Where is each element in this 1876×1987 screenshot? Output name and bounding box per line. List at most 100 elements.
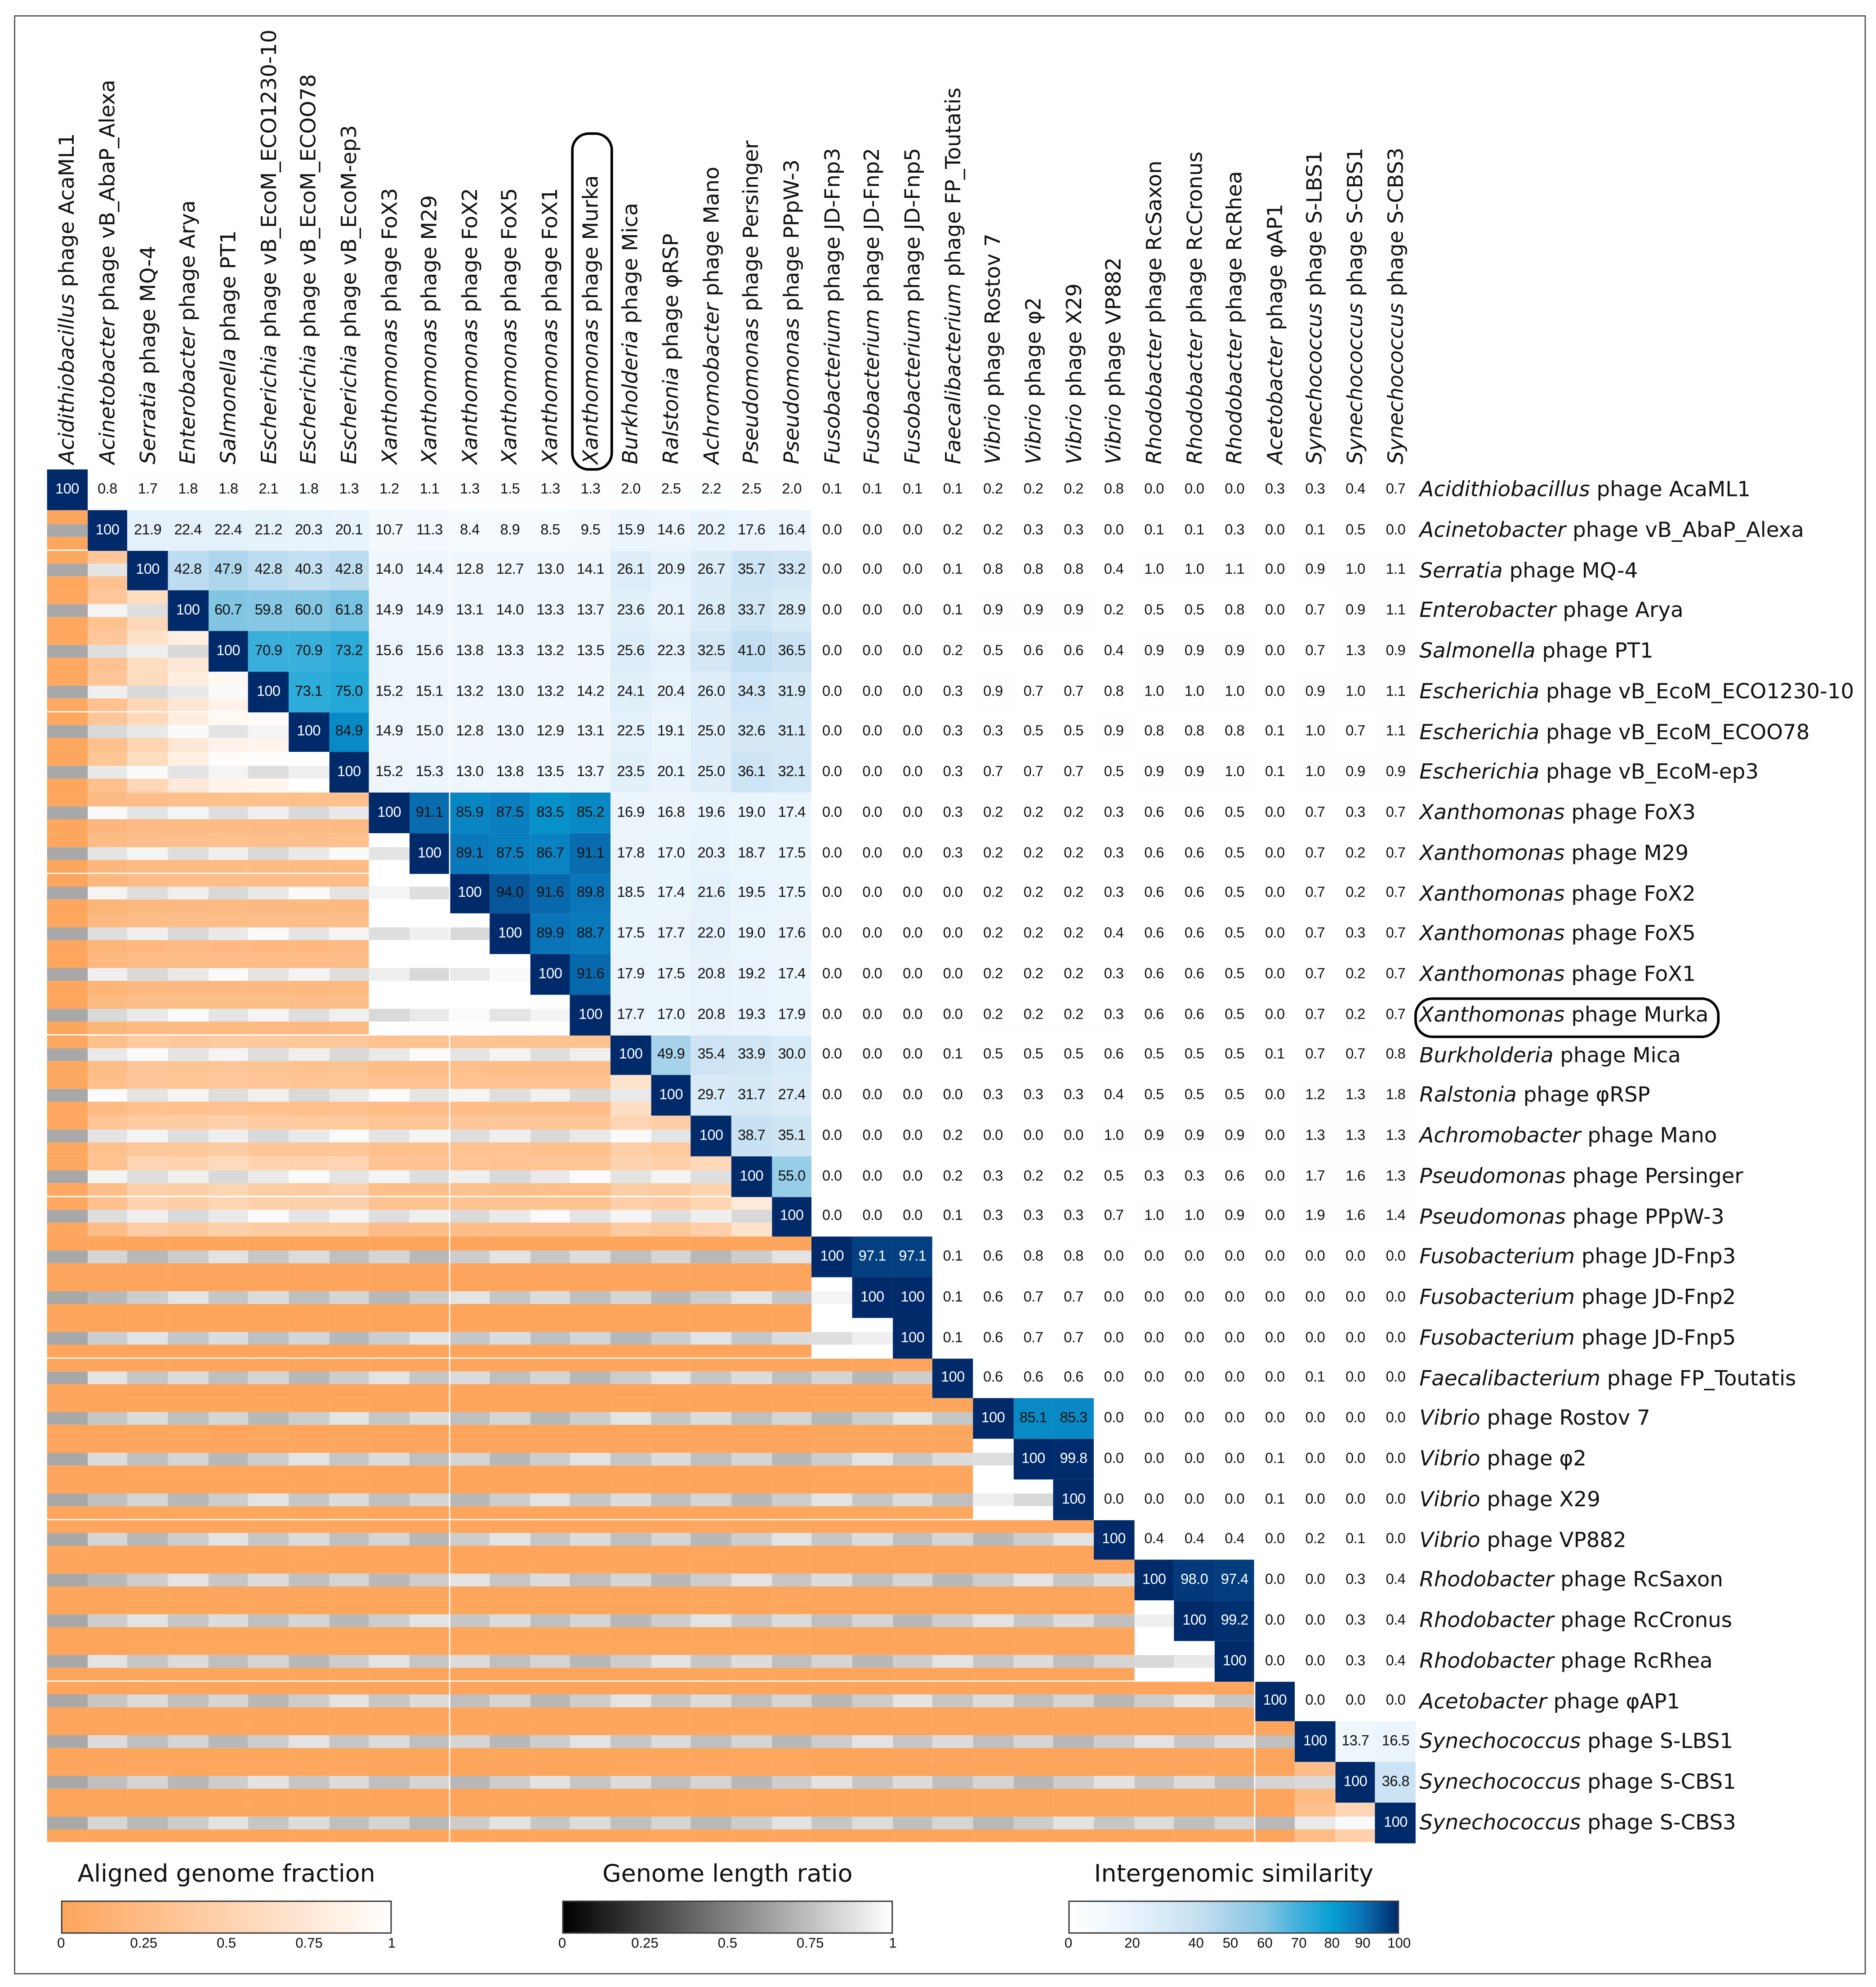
aligned-fraction-stripe xyxy=(610,1384,651,1398)
aligned-fraction-stripe xyxy=(490,1546,530,1560)
similarity-cell: 0.0 xyxy=(1375,1358,1416,1398)
similarity-value: 13.1 xyxy=(576,724,605,740)
alignment-cell xyxy=(731,1358,772,1398)
diagonal-cell: 100 xyxy=(771,1196,812,1237)
aligned-fraction-stripe xyxy=(369,1829,410,1843)
aligned-fraction-stripe xyxy=(1053,1546,1094,1560)
length-ratio-stripe xyxy=(208,766,249,779)
similarity-cell: 20.8 xyxy=(691,954,731,995)
length-ratio-stripe xyxy=(570,1573,611,1587)
aligned-fraction-stripe xyxy=(329,1263,369,1277)
aligned-fraction-stripe xyxy=(87,1277,128,1291)
similarity-cell: 0.0 xyxy=(1335,1277,1376,1318)
legend-tick-label: 0.5 xyxy=(717,1936,737,1951)
alignment-cell xyxy=(288,1519,329,1560)
similarity-cell: 0.7 xyxy=(1013,1277,1054,1318)
aligned-fraction-stripe xyxy=(973,1708,1013,1722)
aligned-fraction-stripe xyxy=(450,1183,490,1197)
similarity-value: 89.9 xyxy=(536,926,564,942)
aligned-fraction-stripe xyxy=(973,1465,1013,1479)
similarity-value: 83.5 xyxy=(536,805,564,821)
similarity-value: 36.1 xyxy=(738,764,766,780)
alignment-cell xyxy=(771,1398,812,1439)
aligned-fraction-stripe xyxy=(1093,1762,1134,1776)
similarity-cell: 0.1 xyxy=(1255,1438,1295,1479)
similarity-value: 88.7 xyxy=(576,926,605,942)
aligned-fraction-stripe xyxy=(651,1721,691,1736)
diagonal-cell: 100 xyxy=(731,1156,772,1197)
similarity-value: 26.1 xyxy=(617,563,645,578)
length-ratio-stripe xyxy=(932,1573,973,1587)
aligned-fraction-stripe xyxy=(47,914,88,928)
similarity-cell: 0.3 xyxy=(1053,509,1094,550)
similarity-cell: 70.9 xyxy=(248,631,289,672)
alignment-cell xyxy=(892,1640,933,1681)
column-label-text: Serratia phage MQ-4 xyxy=(128,26,168,464)
similarity-value: 13.3 xyxy=(536,603,564,619)
length-ratio-stripe xyxy=(610,1331,651,1344)
aligned-fraction-stripe xyxy=(490,1762,530,1776)
length-ratio-stripe xyxy=(127,1371,168,1385)
length-ratio-stripe xyxy=(329,1573,369,1587)
alignment-cell xyxy=(1174,1681,1215,1722)
phage-name: phage vB_EcoM_ECO1230-10 xyxy=(256,29,281,344)
similarity-value: 0.0 xyxy=(1225,1249,1244,1265)
legend-tick-label: 0.25 xyxy=(130,1936,158,1951)
aligned-fraction-stripe xyxy=(127,981,168,995)
length-ratio-stripe xyxy=(610,1614,651,1627)
aligned-fraction-stripe xyxy=(87,671,128,685)
length-ratio-stripe xyxy=(47,564,88,577)
similarity-cell: 18.5 xyxy=(610,873,651,914)
aligned-fraction-stripe xyxy=(248,792,289,807)
aligned-fraction-stripe xyxy=(409,1156,450,1170)
similarity-value: 100 xyxy=(1102,1532,1126,1548)
aligned-fraction-stripe xyxy=(731,1546,772,1560)
aligned-fraction-stripe xyxy=(450,1263,490,1277)
aligned-fraction-stripe xyxy=(87,1021,128,1035)
aligned-fraction-stripe xyxy=(450,940,490,954)
alignment-cell xyxy=(691,1237,731,1277)
alignment-cell xyxy=(691,1479,731,1520)
similarity-cell: 0.0 xyxy=(892,954,933,995)
length-ratio-stripe xyxy=(530,1452,570,1466)
alignment-cell xyxy=(248,994,289,1035)
similarity-cell: 0.8 xyxy=(1013,550,1054,591)
similarity-value: 0.0 xyxy=(862,1007,882,1023)
aligned-fraction-stripe xyxy=(208,1358,249,1372)
similarity-value: 0.0 xyxy=(903,1128,922,1144)
aligned-fraction-stripe xyxy=(812,1762,852,1776)
similarity-value: 0.0 xyxy=(1305,1330,1325,1346)
aligned-fraction-stripe xyxy=(288,1344,329,1358)
similarity-value: 0.1 xyxy=(943,563,963,578)
similarity-value: 0.0 xyxy=(1265,926,1285,942)
alignment-cell xyxy=(329,954,369,995)
aligned-fraction-stripe xyxy=(892,1546,933,1560)
similarity-value: 36.5 xyxy=(778,643,806,659)
similarity-value: 0.0 xyxy=(1265,1532,1285,1548)
aligned-fraction-stripe xyxy=(127,711,168,726)
alignment-cell xyxy=(530,1035,570,1076)
alignment-cell xyxy=(127,1762,168,1803)
alignment-cell xyxy=(1134,1762,1174,1803)
aligned-fraction-stripe xyxy=(208,1505,249,1520)
aligned-fraction-stripe xyxy=(1255,1829,1295,1843)
aligned-fraction-stripe xyxy=(409,1802,450,1816)
similarity-value: 0.6 xyxy=(1144,845,1164,861)
length-ratio-stripe xyxy=(248,1250,289,1264)
aligned-fraction-stripe xyxy=(248,1021,289,1035)
similarity-value: 91.1 xyxy=(576,845,605,861)
aligned-fraction-stripe xyxy=(530,994,570,1009)
aligned-fraction-stripe xyxy=(208,1640,249,1655)
phage-name: phage FP_Toutatis xyxy=(940,87,965,284)
length-ratio-stripe xyxy=(369,1371,410,1385)
similarity-cell: 0.0 xyxy=(1335,1358,1376,1398)
length-ratio-stripe xyxy=(530,1291,570,1304)
aligned-fraction-stripe xyxy=(610,1802,651,1816)
length-ratio-stripe xyxy=(208,1371,249,1385)
similarity-cell: 1.7 xyxy=(127,469,168,510)
similarity-value: 33.2 xyxy=(778,563,806,578)
aligned-fraction-stripe xyxy=(812,1802,852,1816)
similarity-cell: 36.1 xyxy=(731,752,772,793)
similarity-value: 1.1 xyxy=(419,482,440,497)
length-ratio-stripe xyxy=(771,1371,812,1385)
